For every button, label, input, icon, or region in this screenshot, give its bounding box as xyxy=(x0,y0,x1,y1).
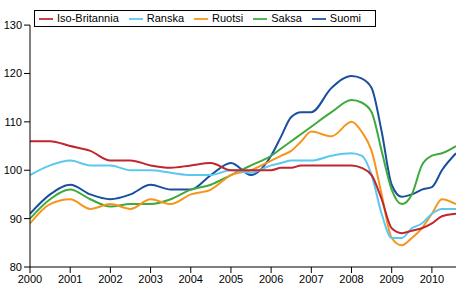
svg-text:2000: 2000 xyxy=(18,273,42,285)
html-text:Saksa: Saksa xyxy=(271,12,302,24)
html-text:Suomi: Suomi xyxy=(329,12,361,24)
svg-text:2001: 2001 xyxy=(58,273,82,285)
svg-text:2005: 2005 xyxy=(219,273,243,285)
svg-text:90: 90 xyxy=(10,213,22,225)
svg-text:2003: 2003 xyxy=(138,273,162,285)
svg-text:2009: 2009 xyxy=(379,273,403,285)
svg-text:110: 110 xyxy=(8,116,22,128)
svg-text:2007: 2007 xyxy=(299,273,323,285)
svg-text:2004: 2004 xyxy=(179,273,203,285)
html-text:Ranska: Ranska xyxy=(146,12,185,24)
svg-text:2008: 2008 xyxy=(339,273,363,285)
html-text:Ruotsi: Ruotsi xyxy=(212,12,244,24)
svg-text:120: 120 xyxy=(8,67,22,79)
html-text:Iso-Britannia: Iso-Britannia xyxy=(57,12,119,24)
svg-text:130: 130 xyxy=(8,19,22,31)
svg-text:2002: 2002 xyxy=(98,273,122,285)
svg-text:2010: 2010 xyxy=(420,273,444,285)
svg-text:80: 80 xyxy=(10,261,22,273)
svg-text:2006: 2006 xyxy=(259,273,283,285)
svg-text:100: 100 xyxy=(8,164,22,176)
